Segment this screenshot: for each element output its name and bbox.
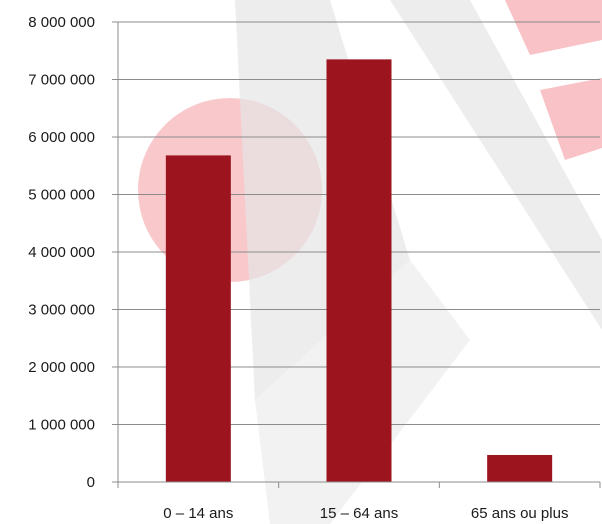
- y-tick-label: 2 000 000: [28, 359, 95, 376]
- y-tick-label: 0: [87, 474, 95, 491]
- bars: [165, 59, 553, 482]
- watermark-gray-band: [235, 0, 410, 400]
- y-tick-label: 8 000 000: [28, 14, 95, 31]
- bar: [165, 155, 231, 482]
- tick-labels: 0 1 000 000 2 000 000 3 000 000 4 000 000 5 0…: [28, 14, 568, 522]
- x-tick-label: 15 – 64 ans: [320, 505, 398, 522]
- y-tick-label: 6 000 000: [28, 129, 95, 146]
- y-tick-label: 5 000 000: [28, 187, 95, 204]
- watermark-red-shape: [505, 0, 602, 55]
- watermark-gray-band-2: [390, 0, 602, 330]
- bar: [326, 59, 392, 482]
- x-tick-label: 65 ans ou plus: [471, 505, 569, 522]
- watermark-red-shape-2: [540, 78, 602, 160]
- y-tick-label: 7 000 000: [28, 72, 95, 89]
- x-tick-label: 0 – 14 ans: [163, 505, 233, 522]
- axes: [112, 22, 601, 488]
- bar: [487, 454, 553, 482]
- y-tick-label: 4 000 000: [28, 244, 95, 261]
- y-tick-label: 1 000 000: [28, 417, 95, 434]
- y-tick-label: 3 000 000: [28, 302, 95, 319]
